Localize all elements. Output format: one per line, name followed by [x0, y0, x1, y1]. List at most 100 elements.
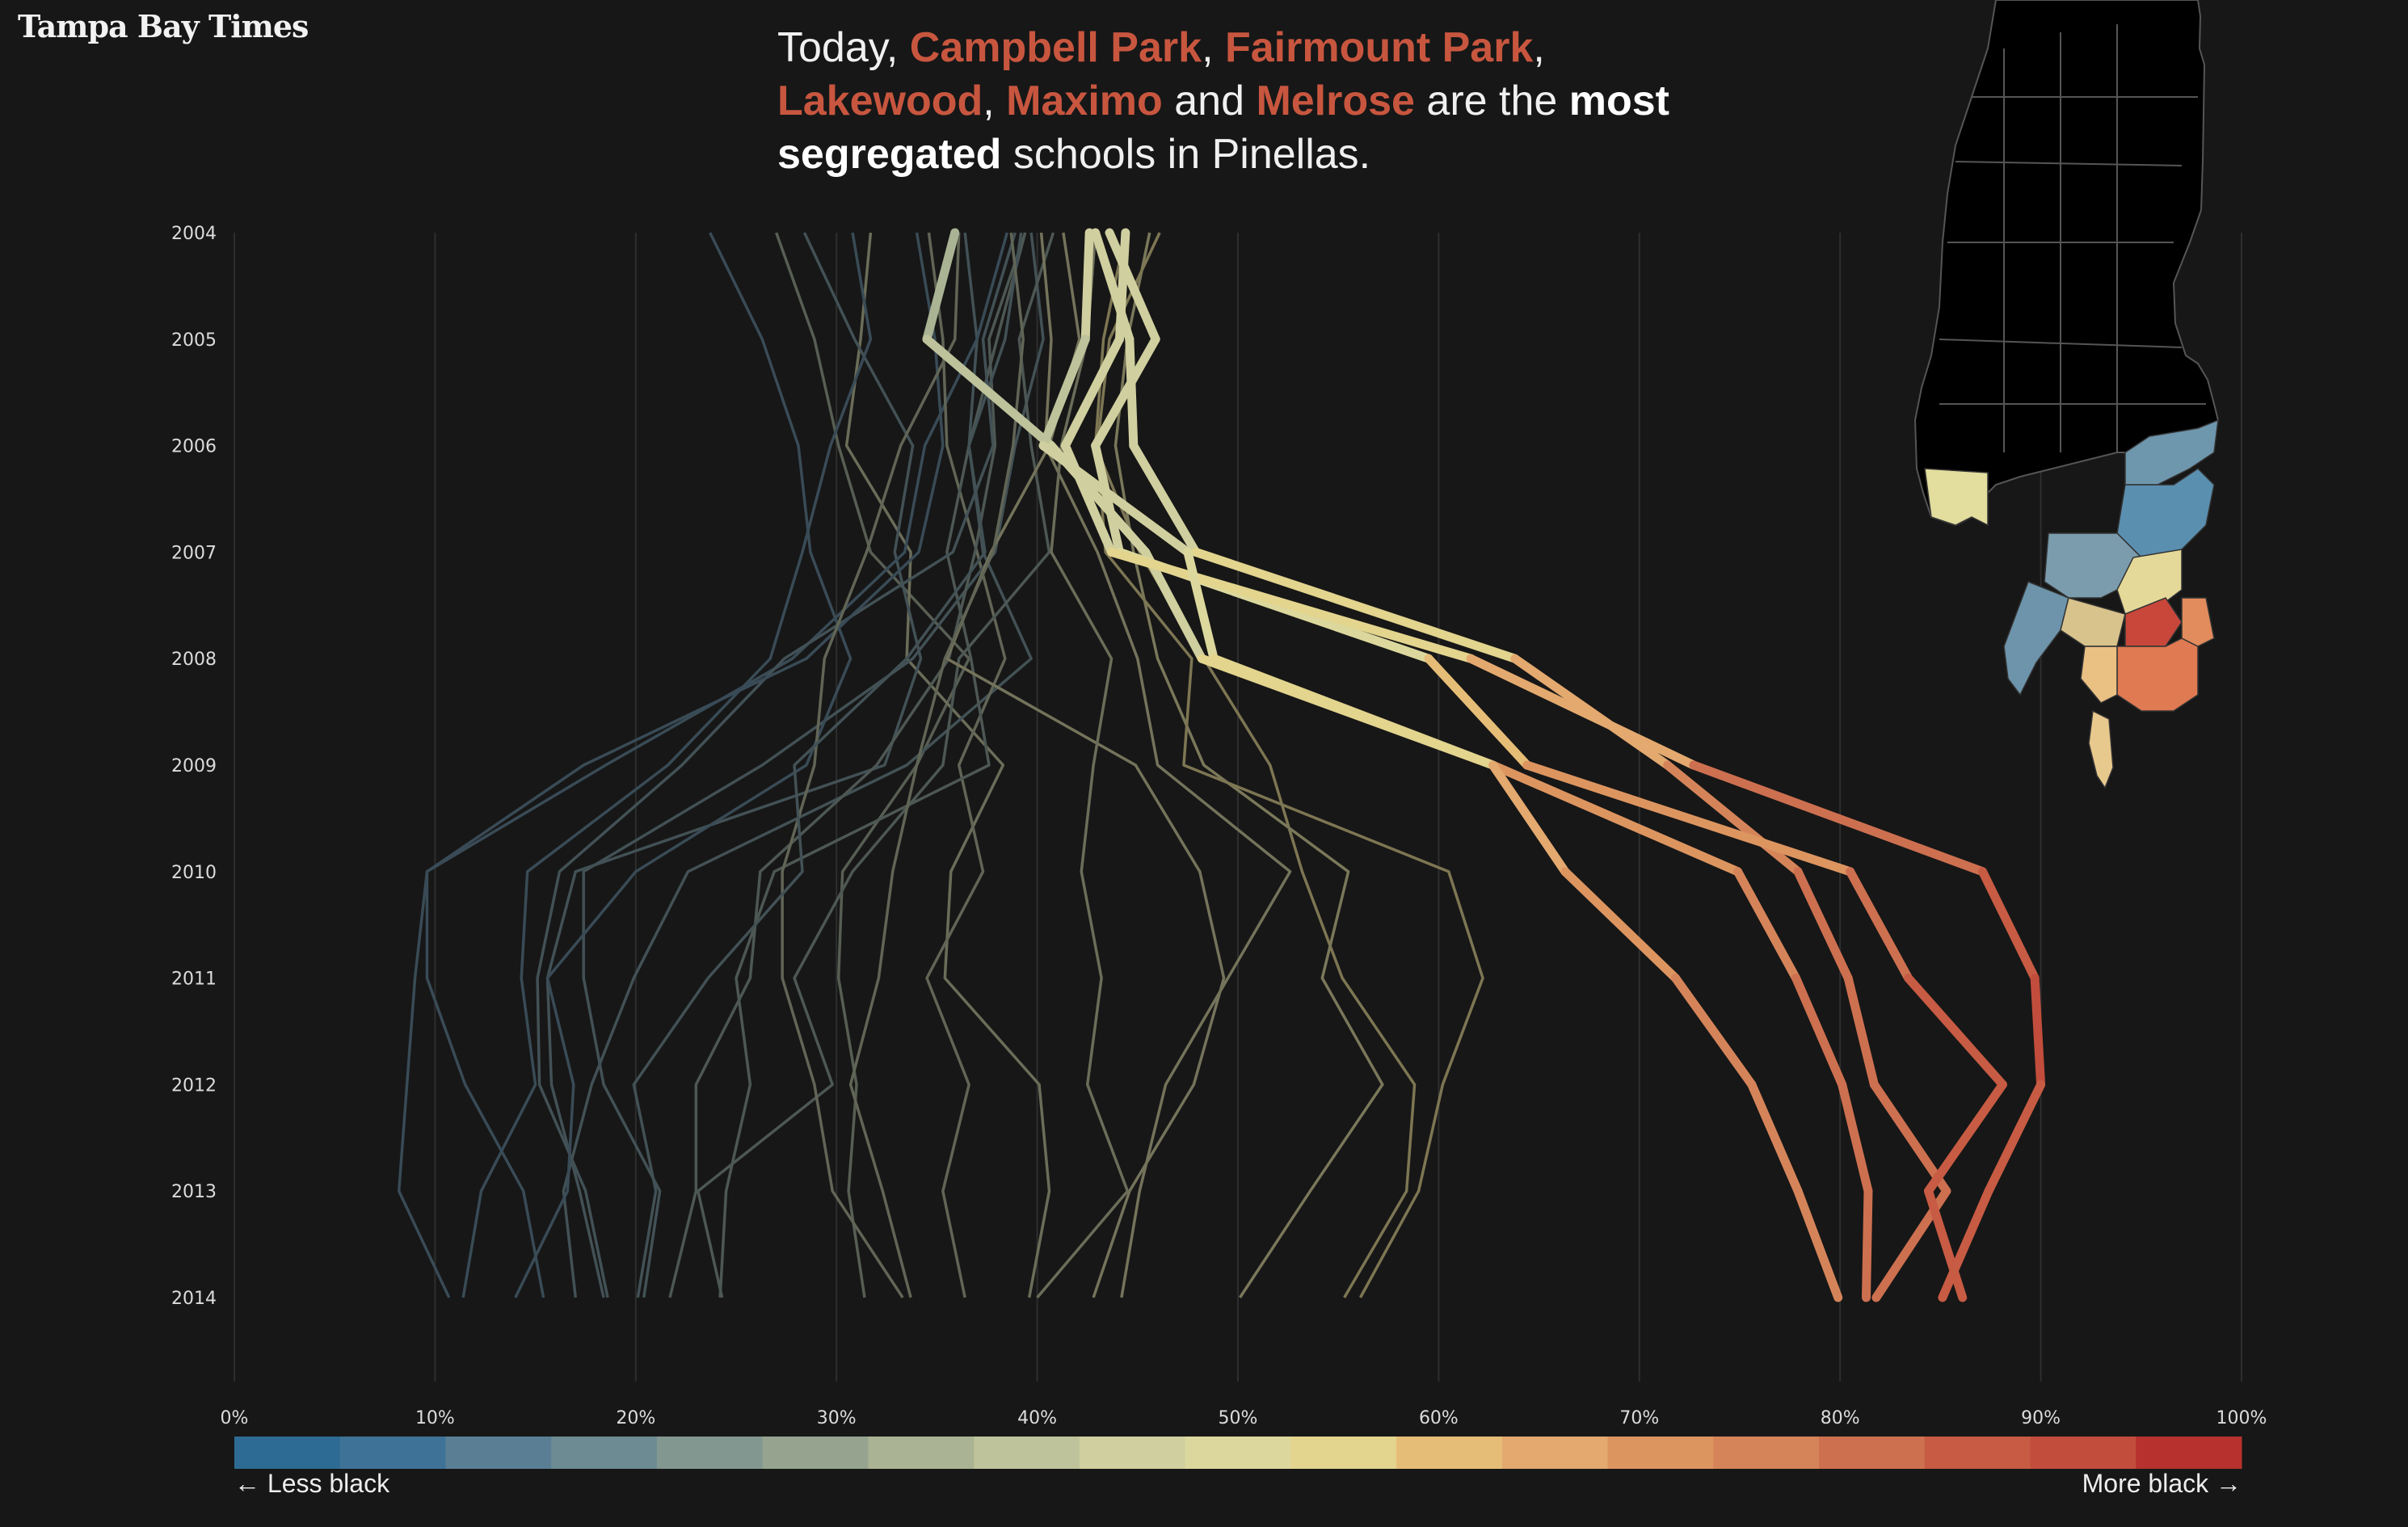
map-zone-tan	[2060, 597, 2126, 647]
highlight-line-segment	[1846, 867, 1913, 983]
highlight-line-segment	[922, 334, 1056, 451]
x-tick-label: 100%	[2216, 1408, 2267, 1428]
highlight-line-segment	[922, 228, 960, 344]
headline-bold-segregated: segregated	[777, 131, 1002, 178]
map-zone-orange-1	[2116, 637, 2199, 712]
legend-swatch	[445, 1437, 552, 1469]
logo: Tampa Bay Times	[18, 8, 309, 44]
grid-layer	[234, 233, 2242, 1382]
school-line	[1093, 232, 1417, 1298]
highlight-line-segment	[1923, 1079, 2007, 1196]
year-label: 2012	[171, 1075, 217, 1096]
headline-sep: ,	[1533, 24, 1545, 71]
map-land-north	[1913, 0, 2220, 527]
map-boundaries	[1939, 24, 2206, 452]
highlight-line-segment	[1869, 1079, 1951, 1196]
highlight-line-segment	[2030, 974, 2046, 1089]
headline-sep: ,	[1202, 24, 1225, 71]
school-line	[718, 232, 1027, 1298]
school-lakewood: Lakewood	[777, 78, 983, 124]
year-label: 2006	[171, 437, 217, 457]
highlight-school-line	[1091, 228, 2007, 1302]
legend-swatch	[1713, 1437, 1820, 1469]
map-zone-orange-2	[2181, 597, 2215, 647]
x-tick-label: 70%	[1619, 1408, 1659, 1428]
school-line	[1036, 232, 1130, 1299]
school-maximo: Maximo	[1006, 78, 1163, 124]
school-line	[1096, 232, 1484, 1298]
school-line	[562, 232, 1033, 1298]
highlight-line-segment	[1091, 441, 1124, 557]
year-label: 2009	[171, 756, 217, 776]
highlight-line-segment	[1107, 547, 1476, 663]
legend-less-label: ← Less black	[234, 1469, 390, 1498]
school-line	[514, 232, 852, 1298]
year-label: 2013	[171, 1182, 217, 1202]
highlight-line-segment	[1114, 228, 1130, 344]
headline-suffix: schools in Pinellas.	[1001, 131, 1371, 178]
year-label: 2004	[171, 224, 217, 244]
highlight-line-segment	[1791, 974, 1847, 1089]
school-line	[781, 232, 961, 1298]
school-line	[1039, 232, 1292, 1298]
highlight-line-segment	[1209, 654, 1497, 770]
highlight-line-segment	[1793, 1186, 1843, 1302]
legend-swatch	[1819, 1437, 1926, 1469]
legend-swatch	[1079, 1437, 1186, 1469]
highlight-line-segment	[1923, 1186, 1968, 1302]
legend-swatch	[868, 1437, 975, 1469]
highlight-line-segment	[1141, 547, 1206, 663]
school-campbell-park: Campbell Park	[909, 24, 1202, 71]
highlight-line-segment	[1466, 654, 1699, 770]
highlight-line-segment	[1978, 867, 2040, 983]
highlight-line-segment	[1183, 547, 1219, 663]
x-tick-labels: 0% 10% 20% 30% 40% 50% 60% 70% 80% 90% 100%	[221, 1408, 2267, 1428]
highlight-line-segment	[1522, 760, 1855, 877]
highlight-school-line	[1060, 228, 2046, 1302]
year-label: 2011	[171, 970, 217, 990]
legend-swatch	[551, 1437, 658, 1469]
headline-middle: are the	[1414, 78, 1569, 124]
school-line	[668, 232, 1027, 1298]
legend-swatch	[762, 1437, 869, 1469]
x-tick-label: 80%	[1821, 1408, 1860, 1428]
highlight-line-segment	[1560, 867, 1681, 983]
school-line	[536, 232, 1017, 1298]
highlight-line-segment	[1038, 334, 1090, 451]
legend-swatch	[1607, 1437, 1714, 1469]
highlight-line-segment	[1080, 228, 1094, 344]
highlight-line-segment	[1424, 654, 1532, 770]
headline-and: and	[1162, 78, 1257, 124]
background-school-lines	[397, 232, 1484, 1299]
highlight-line-segment	[1793, 867, 1853, 983]
color-legend-bar	[234, 1437, 2242, 1469]
headline-bold-most: most	[1568, 78, 1670, 124]
legend-swatch	[339, 1437, 446, 1469]
highlighted-school-lines	[922, 228, 2046, 1302]
year-label: 2008	[171, 650, 217, 670]
highlight-line-segment	[1671, 974, 1757, 1089]
highlight-line-segment	[1129, 441, 1201, 557]
map-zone-south-tip	[2088, 709, 2114, 789]
legend-swatch	[2030, 1437, 2136, 1469]
highlight-line-segment	[1125, 334, 1139, 451]
legend-swatch	[656, 1437, 764, 1469]
year-label: 2005	[171, 330, 217, 351]
school-line	[844, 232, 1051, 1298]
map-zone-north-yellow	[1924, 468, 1989, 527]
legend-swatch	[1924, 1437, 2031, 1469]
school-line	[697, 232, 1055, 1298]
year-label: 2010	[171, 863, 217, 883]
pinellas-map	[1913, 0, 2220, 789]
legend-swatch	[1290, 1437, 1397, 1469]
map-zone-peach	[2080, 646, 2118, 704]
legend-swatch	[1396, 1437, 1503, 1469]
map-pinellas	[1924, 419, 2219, 789]
legend-swatch	[1185, 1437, 1291, 1469]
x-tick-label: 60%	[1419, 1408, 1459, 1428]
year-label: 2007	[171, 543, 217, 563]
x-tick-label: 20%	[616, 1408, 655, 1428]
highlight-line-segment	[1105, 228, 1160, 344]
school-fairmount-park: Fairmount Park	[1224, 24, 1534, 71]
